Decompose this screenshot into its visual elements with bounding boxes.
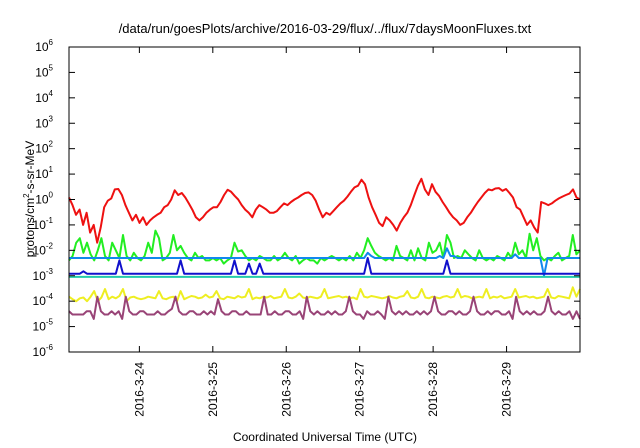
y-axis-label-unit: protons/cm bbox=[23, 198, 37, 257]
y-tick-base: 10 bbox=[35, 142, 49, 156]
y-tick-exponent: 1 bbox=[49, 165, 54, 174]
y-tick-base: 10 bbox=[35, 167, 49, 181]
y-tick-exponent: -2 bbox=[46, 241, 54, 250]
y-tick-base: 10 bbox=[33, 320, 47, 334]
series-line-7 bbox=[68, 295, 581, 320]
y-tick-base: 10 bbox=[33, 243, 47, 257]
y-tick-exponent: 3 bbox=[49, 114, 54, 123]
series-line-1 bbox=[68, 177, 581, 244]
plot-frame bbox=[68, 46, 581, 353]
y-tick-label: 103 bbox=[35, 114, 53, 130]
y-tick-label: 106 bbox=[35, 38, 53, 54]
chart-title: /data/run/goesPlots/archive/2016-03-29/f… bbox=[119, 21, 532, 36]
x-tick-label: 2016-3-25 bbox=[206, 362, 220, 417]
y-tick-label: 10-1 bbox=[33, 216, 54, 232]
series-line-3 bbox=[69, 247, 580, 277]
y-tick-label: 10-4 bbox=[33, 292, 54, 308]
y-tick-exponent: 6 bbox=[49, 38, 54, 47]
y-tick-base: 10 bbox=[35, 116, 49, 130]
series-line-6 bbox=[68, 286, 581, 303]
x-axis-label: Coordinated Universal Time (UTC) bbox=[233, 430, 417, 444]
y-axis-label: protons/cm2-s-sr-MeV bbox=[22, 141, 37, 257]
x-tick-label: 2016-3-28 bbox=[426, 362, 440, 417]
y-tick-label: 10-5 bbox=[33, 318, 54, 334]
y-tick-exponent: -1 bbox=[46, 216, 54, 225]
x-tick-label: 2016-3-29 bbox=[500, 362, 514, 417]
y-tick-base: 10 bbox=[33, 345, 47, 359]
y-tick-label: 104 bbox=[35, 89, 53, 105]
y-tick-base: 10 bbox=[33, 218, 47, 232]
y-tick-label: 10-3 bbox=[33, 267, 54, 283]
y-tick-label: 105 bbox=[35, 63, 53, 79]
y-tick-exponent: -6 bbox=[46, 343, 54, 352]
y-tick-base: 10 bbox=[33, 294, 47, 308]
y-axis-label-rest: -s-sr-MeV bbox=[23, 141, 37, 194]
y-tick-exponent: -3 bbox=[46, 267, 54, 276]
y-tick-base: 10 bbox=[33, 269, 47, 283]
y-tick-base: 10 bbox=[35, 91, 49, 105]
y-tick-label: 10-2 bbox=[33, 241, 54, 257]
y-tick-base: 10 bbox=[35, 193, 49, 207]
y-tick-label: 10-6 bbox=[33, 343, 54, 359]
y-tick-exponent: -4 bbox=[46, 292, 54, 301]
y-axis-label-exponent: 2 bbox=[22, 193, 31, 198]
x-tick-label: 2016-3-27 bbox=[353, 362, 367, 417]
y-tick-base: 10 bbox=[35, 65, 49, 79]
x-tick-label: 2016-3-26 bbox=[279, 362, 293, 417]
y-tick-exponent: 5 bbox=[49, 63, 54, 72]
y-tick-exponent: 2 bbox=[49, 140, 54, 149]
y-tick-exponent: 0 bbox=[49, 191, 54, 200]
y-tick-exponent: -5 bbox=[46, 318, 54, 327]
x-tick-label: 2016-3-24 bbox=[132, 362, 146, 417]
y-tick-exponent: 4 bbox=[49, 89, 54, 98]
y-tick-label: 102 bbox=[35, 140, 53, 156]
series-group bbox=[68, 177, 581, 320]
y-axis: 10-610-510-410-310-210-11001011021031041… bbox=[33, 38, 580, 359]
series-line-4 bbox=[69, 257, 580, 275]
x-axis: 2016-3-24 2016-3-25 2016-3-26 2016-3-27 2016… bbox=[132, 47, 514, 417]
y-tick-base: 10 bbox=[35, 40, 49, 54]
y-tick-label: 101 bbox=[35, 165, 53, 181]
y-tick-label: 100 bbox=[35, 191, 53, 207]
